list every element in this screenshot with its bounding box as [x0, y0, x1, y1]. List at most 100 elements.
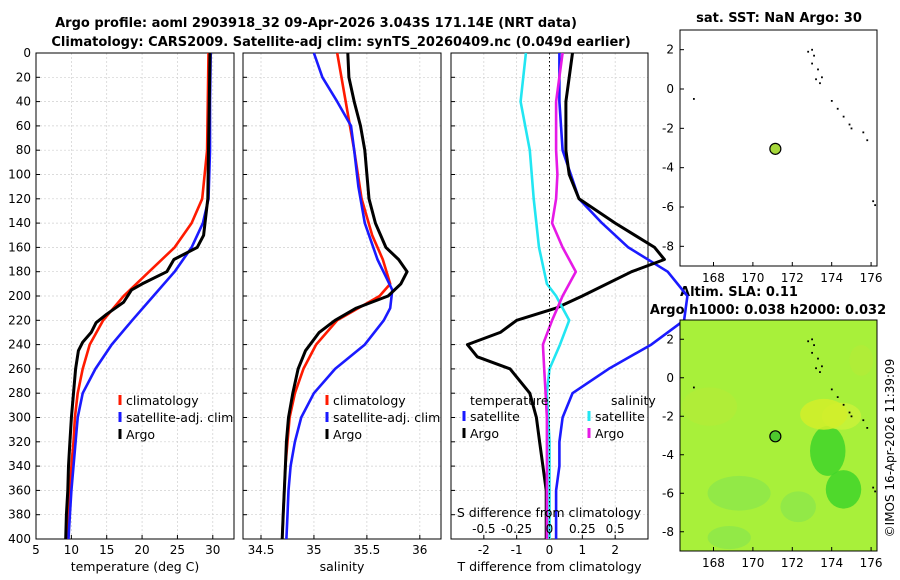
island-dot: [848, 411, 851, 414]
map-xtick-label: 168: [702, 556, 725, 570]
argo-float-marker: [769, 430, 782, 443]
map-xtick-label: 172: [781, 556, 804, 570]
legend-label: satellite-adj. clim: [126, 410, 233, 425]
series-line-salinity-argo: [541, 52, 578, 539]
island-dot: [862, 131, 865, 134]
map-ytick-label: 2: [666, 43, 674, 57]
island-dot: [811, 62, 813, 65]
xtick-label: 25: [170, 543, 185, 557]
sdiff-tick-label: -0.25: [501, 522, 532, 536]
legend-label: satellite-adj. clim: [333, 410, 440, 425]
map-xtick-label: 176: [860, 556, 883, 570]
xtick-label: 35.5: [354, 543, 381, 557]
ytick-label: 80: [16, 143, 31, 157]
map-ytick-label: -2: [662, 121, 674, 135]
island-dot: [807, 50, 810, 53]
legend-salinity-title: salinity: [611, 393, 656, 408]
sla-anomaly-patch: [800, 398, 848, 430]
ytick-label: 160: [8, 240, 31, 254]
legend-label: Argo: [595, 426, 624, 441]
xtick-label: -2: [478, 543, 490, 557]
ytick-label: 0: [23, 46, 31, 60]
island-dot: [819, 82, 821, 85]
island-dot: [813, 54, 815, 57]
xtick-label: 1: [579, 543, 587, 557]
island-dot: [836, 107, 839, 110]
legend-label: satellite: [595, 409, 645, 424]
ytick-label: 320: [8, 435, 31, 449]
island-dot: [819, 371, 821, 373]
xaxis-label-temperature: temperature (deg C): [71, 559, 200, 574]
panel-difference: -2 -1 0 1 2 T difference from climatology temp…: [450, 52, 689, 574]
island-dot: [862, 419, 865, 422]
panel-salinity: 34.5 35 35.5 36 salinity climatology satellite…: [242, 52, 442, 574]
island-dot: [836, 396, 839, 398]
sdiff-tick-label: 0.25: [569, 522, 596, 536]
island-dot: [821, 365, 823, 368]
xtick-label: 35: [306, 543, 321, 557]
ytick-label: 100: [8, 168, 31, 182]
ytick-label: 280: [8, 386, 31, 400]
ytick-label: 60: [16, 119, 31, 133]
map-ytick-label: -8: [662, 239, 674, 253]
legend-label: climatology: [126, 393, 199, 408]
xtick-label: 5: [32, 543, 40, 557]
ytick-label: 260: [8, 362, 31, 376]
ytick-label: 140: [8, 216, 31, 230]
map-ytick-label: 2: [666, 332, 674, 346]
island-dot: [872, 486, 875, 489]
map-ytick-label: -8: [662, 525, 674, 539]
xtick-label: 34.5: [248, 543, 275, 557]
island-dot: [874, 490, 877, 493]
island-dot: [866, 427, 869, 429]
xtick-label: 20: [134, 543, 149, 557]
map-ytick-label: 0: [666, 371, 674, 385]
sst-map-title: sat. SST: NaN Argo: 30: [696, 11, 862, 26]
island-dot: [815, 367, 817, 370]
sla-anomaly-patch: [849, 345, 874, 376]
map-xtick-label: 170: [741, 556, 764, 570]
ytick-label: 240: [8, 338, 31, 352]
ytick-label: 400: [8, 532, 31, 546]
ytick-label: 200: [8, 289, 31, 303]
island-dot: [817, 68, 819, 71]
island-dot: [815, 78, 817, 81]
xtick-label: 0: [546, 543, 554, 557]
map-ytick-label: -2: [662, 409, 674, 423]
map-frame-sla-map: [679, 319, 878, 552]
island-dot: [842, 115, 845, 118]
map-sst-map: 168 170 172 174 176 2 0 -2 -4 -6 -8: [662, 29, 883, 285]
island-dot: [821, 76, 823, 79]
ytick-label: 20: [16, 70, 31, 84]
ytick-label: 360: [8, 483, 31, 497]
map-xtick-label: 170: [741, 271, 764, 285]
island-dot: [811, 351, 813, 354]
map-ytick-label: -6: [662, 486, 674, 500]
ytick-label: 340: [8, 459, 31, 473]
series-line-climatology: [65, 52, 210, 540]
island-dot: [848, 123, 851, 126]
argo-float-marker: [769, 142, 782, 155]
island-dot: [692, 386, 695, 389]
ytick-label: 180: [8, 265, 31, 279]
xtick-label: 30: [205, 543, 220, 557]
xaxis-label-difference: T difference from climatology: [456, 559, 642, 574]
sla-map-title: Altim. SLA: 0.11: [680, 285, 798, 300]
map-ytick-label: -6: [662, 200, 674, 214]
figure-title-line2: Climatology: CARS2009. Satellite-adj cli…: [51, 35, 630, 50]
ytick-label: 220: [8, 313, 31, 327]
island-dot: [830, 388, 833, 391]
sdiff-tick-label: -0.5: [472, 522, 495, 536]
island-dot: [817, 357, 819, 360]
map-xtick-label: 168: [702, 271, 725, 285]
map-xtick-label: 172: [781, 271, 804, 285]
map-xtick-label: 174: [820, 556, 843, 570]
series-line-argo: [64, 52, 212, 540]
sla-anomaly-patch: [681, 387, 738, 426]
credit-stamp: ©IMOS 16-Apr-2026 11:39:09: [883, 359, 897, 538]
xtick-label: -1: [511, 543, 523, 557]
island-dot: [692, 98, 695, 100]
legend-label: Argo: [126, 427, 155, 442]
